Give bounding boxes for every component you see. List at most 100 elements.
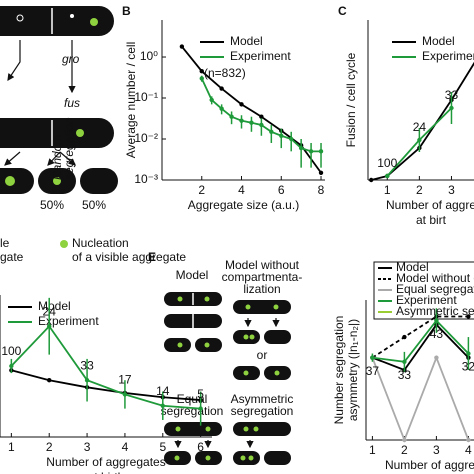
point	[199, 76, 204, 81]
legend-label: Experiment	[396, 293, 457, 307]
x-axis-label: Number of aggre	[385, 458, 474, 472]
point	[466, 314, 471, 319]
point	[219, 86, 224, 91]
e-label: Model without	[225, 258, 300, 272]
point	[259, 114, 264, 119]
x-axis-label: Number of aggregates	[46, 455, 165, 469]
x-axis-label: Number of aggre	[386, 198, 474, 212]
point	[385, 173, 390, 179]
x-tick-label: 3	[433, 443, 440, 457]
segregation-label: segregation	[62, 117, 76, 180]
point	[269, 129, 274, 134]
point	[318, 149, 324, 154]
n-label: 17	[118, 373, 132, 387]
point	[259, 122, 264, 128]
point	[370, 355, 375, 360]
n-label: 37	[366, 364, 380, 378]
point	[289, 136, 294, 142]
n-label: 14	[156, 384, 170, 398]
n-label: 100	[377, 156, 397, 170]
e-label: lization	[243, 282, 280, 296]
point	[229, 114, 234, 119]
panel-letter: B	[122, 4, 131, 18]
panel-e: E Model Model without compartmenta- liza…	[148, 250, 302, 465]
point	[209, 97, 214, 103]
legend-dot	[60, 240, 68, 248]
share-label: 50%	[40, 198, 64, 212]
x-axis-label: at birt	[416, 213, 447, 227]
n-label: 32	[462, 360, 474, 374]
x-tick-label: 6	[278, 183, 285, 197]
random-label: Random	[50, 135, 64, 180]
point	[434, 318, 439, 323]
y-axis-label: Fusion / cell cycle	[344, 52, 358, 147]
legend-label: Experiment	[38, 314, 99, 328]
x-tick-label: 4	[122, 440, 129, 454]
x-tick-label: 2	[401, 443, 408, 457]
point	[279, 133, 284, 138]
x-axis-label: at birth	[88, 470, 125, 474]
series-line	[372, 323, 470, 372]
point	[298, 145, 304, 151]
point	[84, 378, 90, 383]
y-axis-label: Average number / cell	[124, 42, 138, 159]
x-tick-label: 1	[384, 183, 391, 197]
point	[239, 102, 244, 107]
point	[9, 363, 14, 369]
legend-box	[373, 261, 474, 320]
legend-label: Model without compartmentalization	[396, 271, 474, 285]
point	[402, 359, 407, 364]
y-tick-label: 10⁻³	[134, 172, 158, 186]
legend-label: Experiment	[230, 49, 291, 63]
point	[369, 177, 374, 183]
point	[160, 403, 165, 408]
point	[47, 378, 52, 383]
y-tick-label: 10⁻²	[134, 131, 158, 145]
x-tick-label: 8	[318, 183, 325, 197]
n-label: 24	[43, 304, 57, 318]
series-line	[372, 319, 470, 363]
y-tick-label: 10⁰	[140, 49, 158, 63]
n-label: 33	[445, 88, 459, 102]
point	[434, 355, 439, 360]
y-axis-label: asymmetry (|n₁-n₂|)	[346, 319, 360, 421]
panel-letter: C	[338, 4, 347, 18]
point	[466, 437, 471, 443]
series-line	[181, 45, 322, 174]
point	[249, 120, 254, 125]
legend-label: Experiment	[422, 49, 474, 63]
legend-text: le	[0, 236, 10, 250]
point	[417, 137, 422, 143]
x-tick-label: 3	[448, 183, 455, 197]
series-line	[371, 355, 470, 443]
point	[122, 392, 128, 397]
legend-label: Model	[230, 34, 263, 48]
n-label: 33	[398, 368, 412, 382]
series-line	[10, 324, 201, 410]
n-label: 33	[80, 358, 94, 372]
x-tick-label: 2	[198, 183, 205, 197]
e-label: or	[257, 348, 268, 362]
point	[179, 44, 185, 49]
legend-text: Nucleation	[72, 236, 129, 250]
n-label: 5	[197, 387, 204, 401]
n-label: 100	[1, 344, 21, 358]
point	[402, 334, 407, 340]
x-tick-label: 3	[84, 440, 91, 454]
e-label: compartmenta-	[222, 270, 303, 284]
legend-text: gate	[0, 250, 24, 264]
point	[308, 149, 314, 154]
point	[198, 406, 203, 411]
series-line	[11, 369, 201, 401]
x-tick-label: 1	[369, 443, 376, 457]
x-tick-label: 4	[238, 183, 245, 197]
e-label: Model	[176, 268, 209, 282]
gro-label: gro	[62, 52, 80, 66]
point	[219, 106, 224, 111]
point	[449, 105, 454, 111]
x-tick-label: 2	[46, 440, 53, 454]
e-label: Asymmetric	[231, 392, 294, 406]
y-tick-label: 10⁻¹	[134, 90, 158, 104]
legend-label: Model	[396, 260, 429, 274]
